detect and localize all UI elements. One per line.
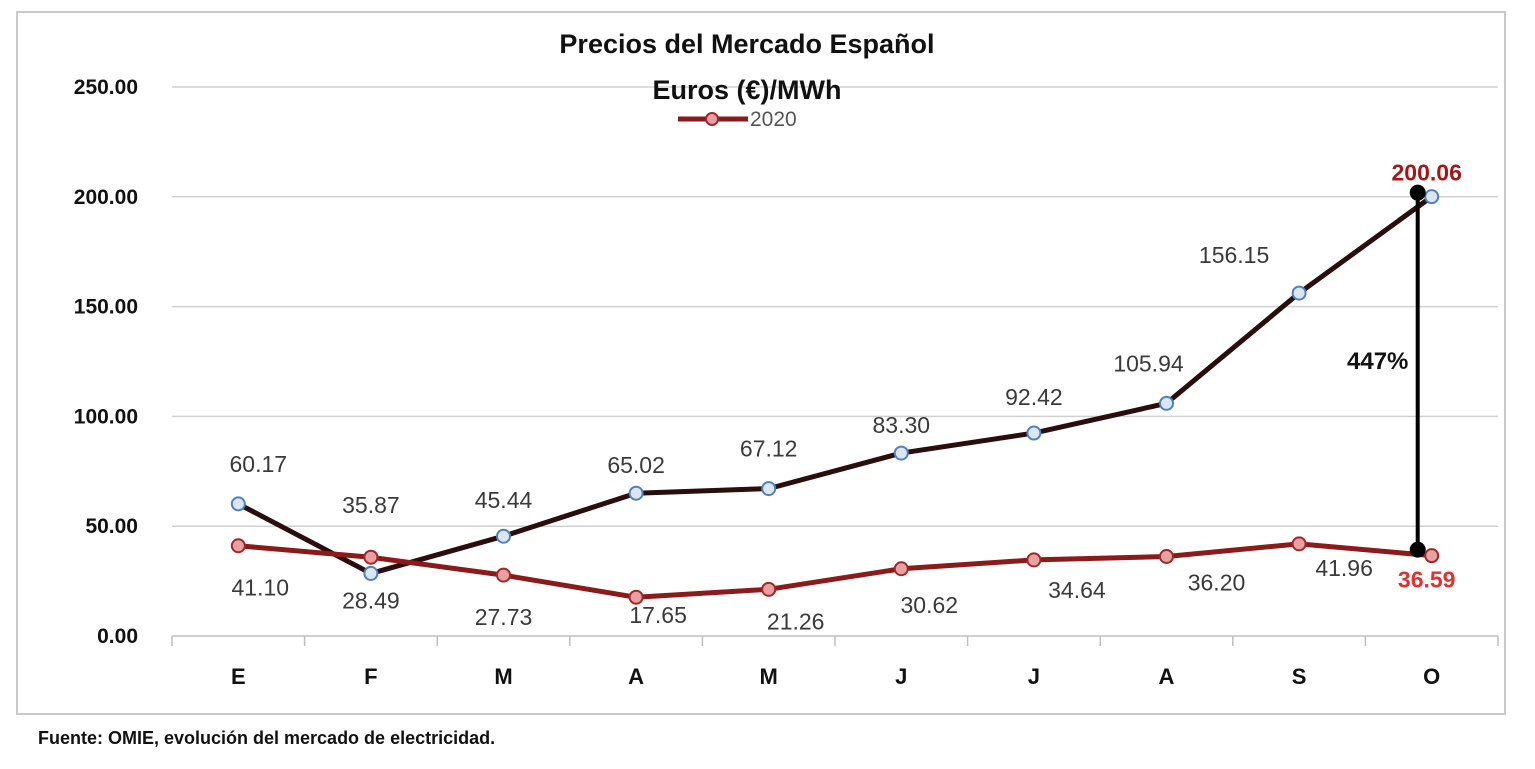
series-2020-point (363, 549, 379, 565)
x-tick-label: F (364, 664, 377, 689)
legend-marker (705, 112, 719, 126)
legend: 2020 (678, 108, 797, 131)
pct-change-label: 447% (1347, 348, 1408, 375)
data-label: 36.20 (1188, 570, 1246, 596)
data-label: 92.42 (1005, 384, 1063, 410)
data-label: 17.65 (629, 602, 687, 628)
axis-layer: 0.00 50.00 100.00 150.00 200.00 250.00 E F M A M J J… (74, 76, 1499, 689)
data-label-highlight-bottom: 36.59 (1398, 567, 1456, 593)
series-2020-point (496, 567, 511, 583)
series-2020-point (230, 538, 246, 554)
series-1-point (1159, 395, 1174, 411)
data-label: 156.15 (1199, 242, 1269, 268)
data-label: 67.12 (740, 436, 798, 462)
source-note: Fuente: OMIE, evolución del mercado de e… (38, 728, 496, 748)
series-1-point (496, 528, 511, 544)
legend-label: 2020 (750, 108, 797, 131)
annotation-layer: 447% (1347, 184, 1426, 558)
series-2020-point (1159, 549, 1174, 565)
series-2020-point (1424, 548, 1440, 564)
data-label: 41.96 (1315, 555, 1373, 581)
chart-title: Precios del Mercado Español (559, 29, 934, 59)
data-label: 34.64 (1048, 577, 1106, 603)
x-tick-label: M (494, 664, 512, 689)
series-layer (230, 189, 1440, 605)
series-1-point (1291, 285, 1307, 301)
comparison-end-bottom (1409, 541, 1426, 558)
data-label-highlight-top: 200.06 (1392, 160, 1462, 186)
series-1-point (761, 481, 777, 497)
data-label: 83.30 (873, 412, 931, 438)
data-label: 60.17 (230, 451, 288, 477)
data-label: 45.44 (475, 487, 533, 513)
series-line-1 (237, 194, 1434, 576)
y-tick-label: 0.00 (97, 625, 138, 648)
series-1-point (363, 565, 379, 581)
data-label: 27.73 (475, 604, 533, 630)
chart-subtitle: Euros (€)/MWh (653, 75, 842, 105)
data-label: 105.94 (1113, 350, 1184, 376)
x-tick-label: E (231, 664, 246, 689)
series-1-point (1424, 189, 1440, 205)
series-2020-point (1291, 536, 1307, 552)
series-1-point (628, 485, 644, 501)
x-tick-label: M (760, 664, 778, 689)
data-label: 28.49 (342, 587, 400, 613)
series-line-2020 (238, 541, 1432, 600)
series-2020-point (628, 589, 644, 605)
series-2020-point (1026, 552, 1042, 568)
x-tick-label: J (1028, 664, 1040, 689)
x-tick-label: S (1292, 664, 1307, 689)
grid-layer (172, 86, 1498, 527)
series-2020-point (761, 581, 777, 597)
data-label: 30.62 (901, 592, 959, 618)
line-chart: 0.00 50.00 100.00 150.00 200.00 250.00 E F M A M J J… (74, 29, 1499, 689)
y-tick-label: 50.00 (85, 515, 138, 538)
data-label: 65.02 (607, 452, 665, 478)
x-tick-label: A (1159, 664, 1175, 689)
chart-frame: 0.00 50.00 100.00 150.00 200.00 250.00 E F M A M J J… (16, 11, 1506, 715)
y-tick-label: 100.00 (74, 405, 138, 428)
label-layer: 60.17 28.49 45.44 65.02 67.12 83.30 92.42 105.9… (230, 160, 1462, 635)
x-tick-label: O (1423, 664, 1440, 689)
y-tick-label: 150.00 (74, 296, 138, 319)
data-label: 41.10 (232, 575, 290, 601)
x-tick-label: A (628, 664, 644, 689)
series-2020-point (893, 561, 909, 577)
data-label: 21.26 (767, 608, 825, 634)
series-1-point (230, 496, 246, 512)
series-1-point (1026, 425, 1042, 441)
y-tick-label: 200.00 (74, 186, 138, 209)
y-tick-label: 250.00 (74, 76, 138, 99)
series-1-point (893, 445, 909, 461)
x-tick-label: J (895, 664, 907, 689)
comparison-end-top (1409, 184, 1426, 201)
data-label: 35.87 (342, 492, 400, 518)
